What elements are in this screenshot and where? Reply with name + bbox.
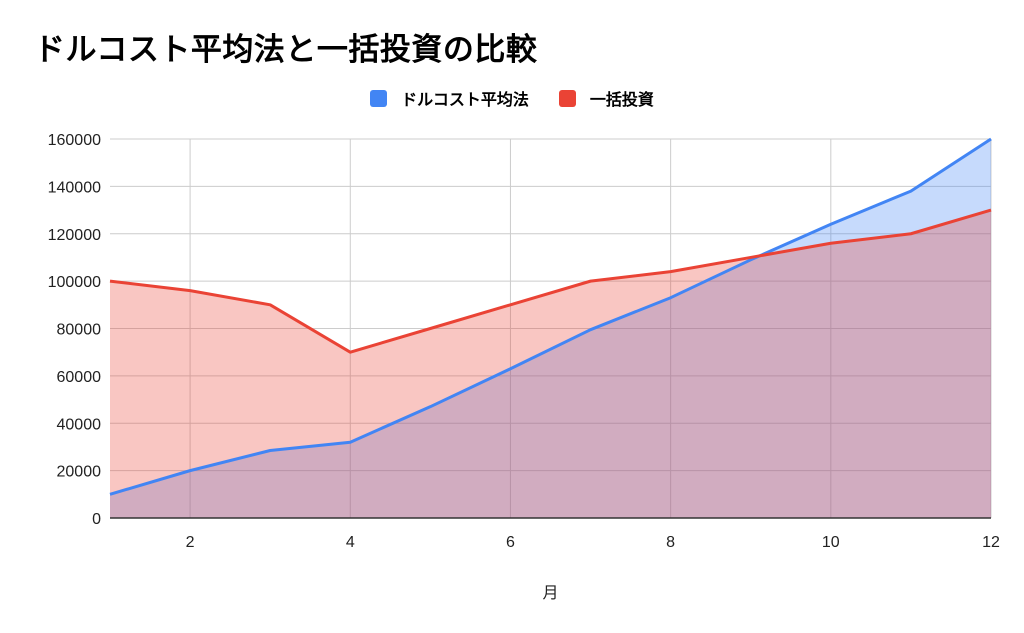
series-area-1 — [110, 210, 991, 518]
y-tick-label: 100000 — [48, 274, 101, 291]
legend-swatch-lump-sum — [558, 89, 576, 107]
x-tick-label: 6 — [506, 534, 515, 551]
legend-item-lump-sum[interactable]: 一括投資 — [558, 86, 654, 110]
x-tick-label: 10 — [822, 534, 840, 551]
series-line-1 — [109, 208, 992, 354]
series-area-0 — [110, 139, 991, 518]
x-tick-label: 8 — [666, 534, 675, 551]
y-tick-label: 60000 — [57, 369, 102, 386]
x-axis-title: 月 — [542, 583, 558, 602]
legend-swatch-dollar-cost — [370, 89, 388, 107]
y-tick-label: 80000 — [57, 322, 102, 339]
x-tick-label: 12 — [982, 534, 1000, 551]
y-tick-label: 160000 — [48, 132, 101, 149]
y-tick-label: 140000 — [48, 179, 101, 196]
y-tick-label: 40000 — [57, 416, 102, 433]
y-tick-label: 0 — [92, 511, 101, 528]
legend-label-lump-sum: 一括投資 — [589, 90, 654, 109]
legend: ドルコスト平均法 一括投資 — [0, 86, 1024, 110]
legend-label-dollar-cost: ドルコスト平均法 — [401, 90, 529, 109]
x-tick-label: 4 — [346, 534, 355, 551]
x-tick-label: 2 — [186, 534, 195, 551]
legend-item-dollar-cost[interactable]: ドルコスト平均法 — [370, 86, 529, 110]
y-tick-label: 20000 — [57, 464, 102, 481]
y-tick-label: 120000 — [48, 227, 101, 244]
chart-title: ドルコスト平均法と一括投資の比較 — [34, 32, 538, 68]
series-line-0 — [109, 137, 992, 496]
